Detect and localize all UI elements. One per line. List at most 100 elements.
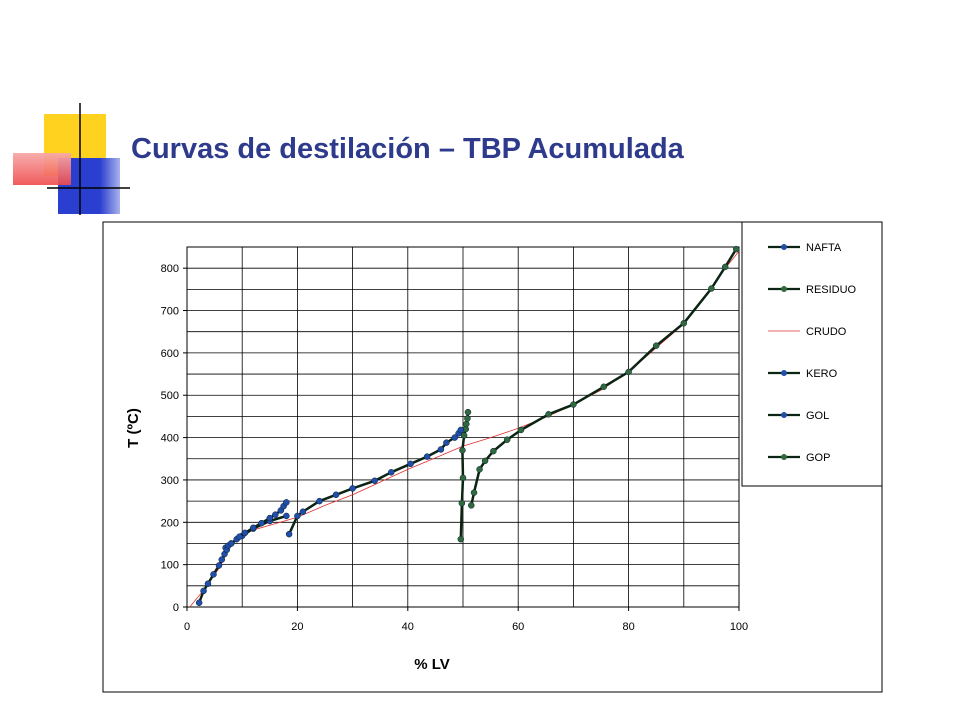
series-gol xyxy=(285,426,465,538)
legend-label-nafta: NAFTA xyxy=(806,242,842,254)
y-tick-label: 300 xyxy=(161,475,179,487)
slide-title: Curvas de destilación – TBP Acumulada xyxy=(131,133,684,165)
legend-label-crudo: CRUDO xyxy=(806,326,847,338)
point-nafta xyxy=(195,599,203,607)
legend-marker-gol xyxy=(781,412,787,418)
point-gop xyxy=(468,502,475,509)
series-line-gop xyxy=(470,248,738,506)
point-gol xyxy=(443,439,450,446)
x-axis-label: % LV xyxy=(414,656,450,673)
point-nafta xyxy=(266,514,274,522)
decorative-corner-squares xyxy=(13,103,130,215)
point-gop xyxy=(476,466,483,473)
legend-item-gop: GOP xyxy=(768,452,830,464)
point-residuo xyxy=(459,447,466,454)
x-tick-label: 40 xyxy=(402,621,414,633)
point-nafta xyxy=(227,540,235,547)
point-nafta xyxy=(241,529,249,537)
point-gop xyxy=(470,489,478,496)
deco-square-red-fade xyxy=(13,153,71,185)
x-tick-label: 60 xyxy=(512,621,524,633)
series-residuo xyxy=(457,408,472,543)
point-nafta xyxy=(272,511,279,518)
legend-item-kero: KERO xyxy=(768,368,838,380)
point-nafta xyxy=(210,571,217,578)
legend-item-nafta: NAFTA xyxy=(768,242,842,254)
point-gol xyxy=(316,497,323,505)
legend-marker-kero xyxy=(781,370,787,376)
y-tick-label: 800 xyxy=(161,263,179,275)
point-gol xyxy=(423,453,431,460)
point-nafta xyxy=(204,580,212,587)
point-gol xyxy=(387,469,395,476)
point-residuo xyxy=(457,535,465,543)
series-gop xyxy=(468,245,740,509)
point-nafta xyxy=(258,519,265,527)
point-nafta xyxy=(249,524,257,532)
y-tick-label: 700 xyxy=(161,306,179,318)
point-gop xyxy=(625,368,632,376)
point-gop xyxy=(600,383,608,391)
grid-lines xyxy=(187,247,739,607)
point-gop xyxy=(503,436,511,443)
point-residuo xyxy=(460,432,468,439)
point-residuo xyxy=(459,474,467,482)
legend: NAFTA RESIDUO CRUDO KERO GOL GOP xyxy=(768,242,857,464)
y-tick-label: 600 xyxy=(161,348,179,360)
y-axis-ticks: 0 100 200 300 400 500 600 700 800 xyxy=(161,263,187,614)
legend-label-residuo: RESIDUO xyxy=(806,284,857,296)
point-gol xyxy=(451,434,458,441)
legend-marker-nafta xyxy=(781,244,787,250)
point-kero xyxy=(283,512,290,520)
point-nafta xyxy=(218,556,226,563)
x-tick-label: 20 xyxy=(291,621,303,633)
point-nafta xyxy=(236,533,243,540)
point-gol xyxy=(349,485,356,492)
legend-item-gol: GOL xyxy=(768,410,829,422)
series-layer xyxy=(189,245,740,608)
legend-marker-residuo xyxy=(781,286,787,292)
y-tick-label: 500 xyxy=(161,390,179,402)
point-gop xyxy=(545,411,552,418)
x-tick-label: 0 xyxy=(184,621,190,633)
series-nafta xyxy=(195,499,290,607)
point-gol xyxy=(371,477,378,485)
point-gol xyxy=(457,426,465,434)
deco-square-blue-fade xyxy=(100,158,130,214)
point-gop xyxy=(517,426,525,434)
point-nafta xyxy=(215,562,223,569)
point-residuo xyxy=(463,420,470,428)
x-axis-ticks: 0 20 40 60 80 100 xyxy=(184,607,748,633)
legend-item-residuo: RESIDUO xyxy=(768,284,857,296)
legend-item-crudo: CRUDO xyxy=(768,326,847,338)
point-gol xyxy=(407,460,414,468)
point-gop xyxy=(481,457,489,465)
legend-label-gol: GOL xyxy=(806,410,829,422)
point-gop xyxy=(680,319,688,327)
point-gop xyxy=(721,263,729,271)
point-gop xyxy=(652,342,660,349)
point-residuo xyxy=(464,415,471,422)
y-tick-label: 200 xyxy=(161,517,179,529)
point-gop xyxy=(570,401,577,408)
point-residuo xyxy=(458,499,466,507)
point-gop xyxy=(732,245,740,253)
legend-label-gop: GOP xyxy=(806,452,830,464)
y-tick-label: 0 xyxy=(173,602,179,614)
x-tick-label: 100 xyxy=(730,621,748,633)
point-gol xyxy=(294,512,301,520)
point-gol xyxy=(437,446,445,453)
point-gol xyxy=(299,508,307,515)
legend-box xyxy=(741,221,883,487)
point-gop xyxy=(490,447,497,455)
y-axis-label: T (ºC) xyxy=(125,408,142,448)
point-nafta xyxy=(200,587,207,595)
point-gol xyxy=(285,530,293,538)
point-gol xyxy=(332,491,340,499)
legend-label-kero: KERO xyxy=(806,368,838,380)
point-residuo xyxy=(464,408,472,416)
x-tick-label: 80 xyxy=(622,621,634,633)
y-tick-label: 400 xyxy=(161,433,179,445)
y-tick-label: 100 xyxy=(161,560,179,572)
